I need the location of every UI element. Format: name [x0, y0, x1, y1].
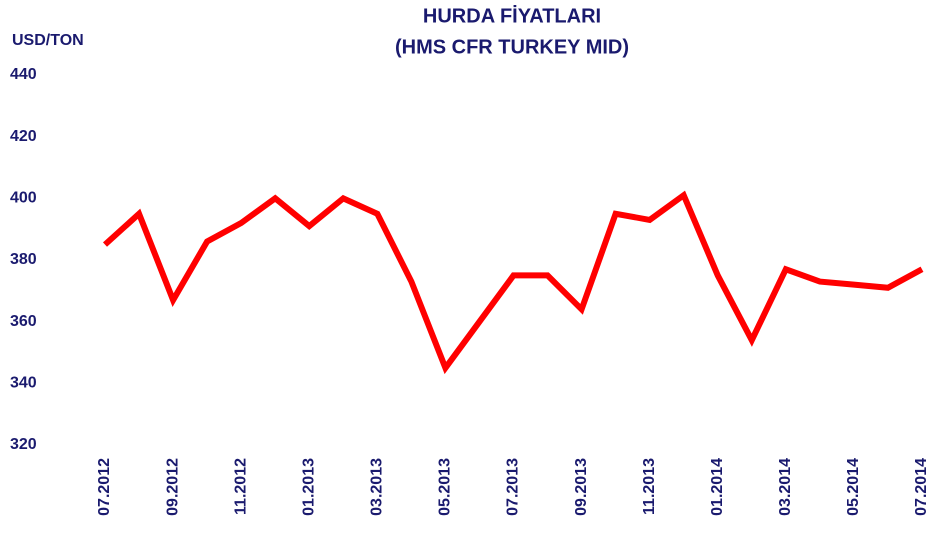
x-tick-label: 01.2013: [300, 458, 317, 516]
x-tick-label: 05.2013: [437, 458, 454, 516]
y-axis-label: USD/TON: [12, 32, 84, 49]
x-tick-label: 09.2012: [164, 458, 181, 516]
chart-title: HURDA FİYATLARI: [423, 4, 601, 27]
x-tick-label: 01.2014: [709, 458, 726, 516]
chart-subtitle: (HMS CFR TURKEY MID): [395, 36, 629, 58]
x-tick-label: 07.2014: [913, 458, 930, 516]
y-tick-label: 420: [10, 128, 37, 145]
line: [102, 190, 924, 375]
x-tick-label: 03.2013: [369, 458, 386, 516]
y-tick-label: 360: [10, 313, 37, 330]
y-tick-label: 340: [10, 375, 37, 392]
y-tick-label: 320: [10, 436, 37, 453]
x-tick-label: 09.2013: [573, 458, 590, 516]
x-tick-label: 07.2012: [96, 458, 113, 516]
x-tick-label: 11.2013: [641, 458, 658, 515]
x-tick-label: 05.2014: [845, 458, 862, 516]
x-tick-label: 07.2013: [505, 458, 522, 516]
y-tick-label: 380: [10, 251, 37, 268]
x-tick-label: 03.2014: [777, 458, 794, 516]
y-tick-label: 400: [10, 190, 37, 207]
y-tick-label: 440: [10, 66, 37, 83]
x-tick-label: 11.2012: [232, 458, 249, 515]
